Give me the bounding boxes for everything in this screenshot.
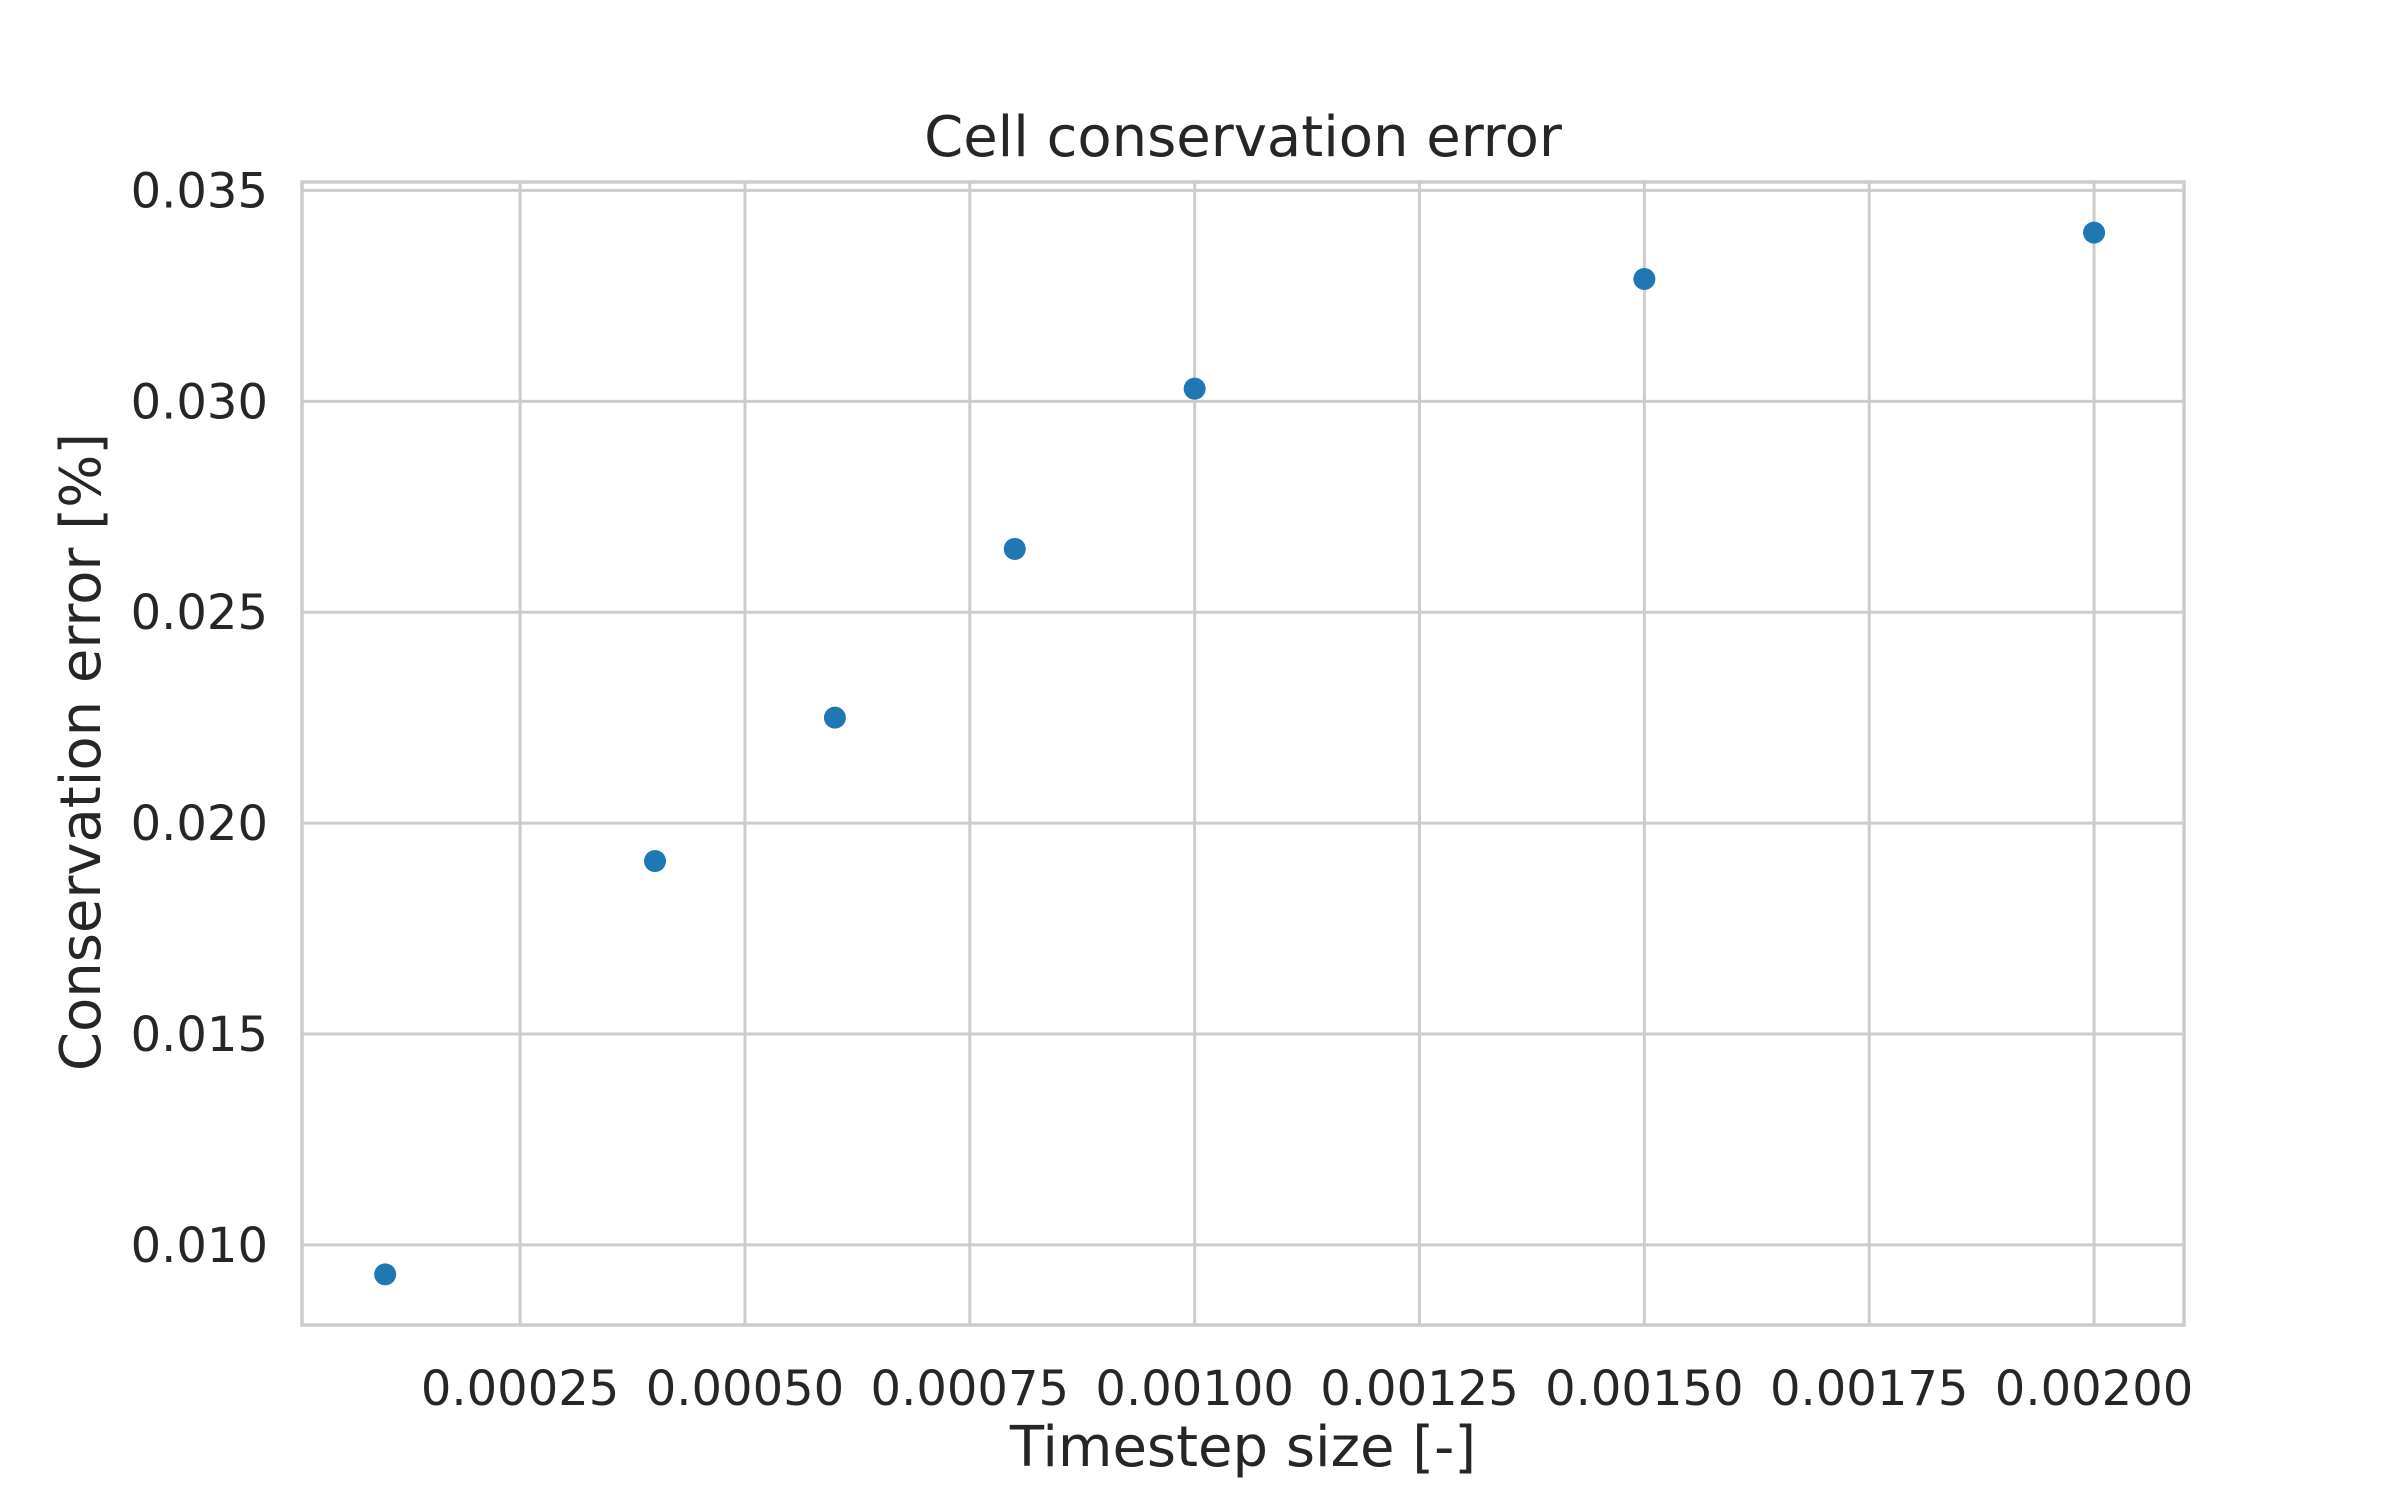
y-tick-label: 0.010 [131,1218,268,1274]
x-tick-label: 0.00025 [421,1361,620,1417]
y-tick-label: 0.020 [131,796,268,852]
x-tick-label: 0.00125 [1320,1361,1519,1417]
y-tick-label: 0.025 [131,585,268,641]
x-tick-label: 0.00200 [1995,1361,2194,1417]
data-points [374,221,2106,1286]
data-point [1003,537,1026,560]
x-tick-label: 0.00075 [871,1361,1070,1417]
x-tick-label: 0.00175 [1770,1361,1969,1417]
plot-frame [300,180,2186,1327]
x-axis-label: Timestep size [-] [1009,1415,1476,1480]
y-tick-label: 0.030 [131,374,268,430]
y-tick-labels: 0.010 0.015 0.020 0.025 0.030 0.035 [131,163,268,1273]
x-tick-label: 0.00100 [1095,1361,1294,1417]
y-axis-label: Conservation error [%] [49,433,114,1071]
y-tick-label: 0.035 [131,163,268,219]
chart-title: Cell conservation error [924,105,1563,170]
data-point [644,850,667,873]
y-tick-label: 0.015 [131,1007,268,1063]
data-point [2083,221,2106,244]
data-point [1633,268,1656,291]
data-point [1183,377,1206,400]
x-tick-label: 0.00150 [1545,1361,1744,1417]
x-tick-labels: 0.00025 0.00050 0.00075 0.00100 0.00125 0.001… [421,1361,2193,1417]
x-tick-label: 0.00050 [646,1361,845,1417]
data-point [823,706,846,729]
grid [302,182,2184,1325]
data-point [374,1263,397,1286]
